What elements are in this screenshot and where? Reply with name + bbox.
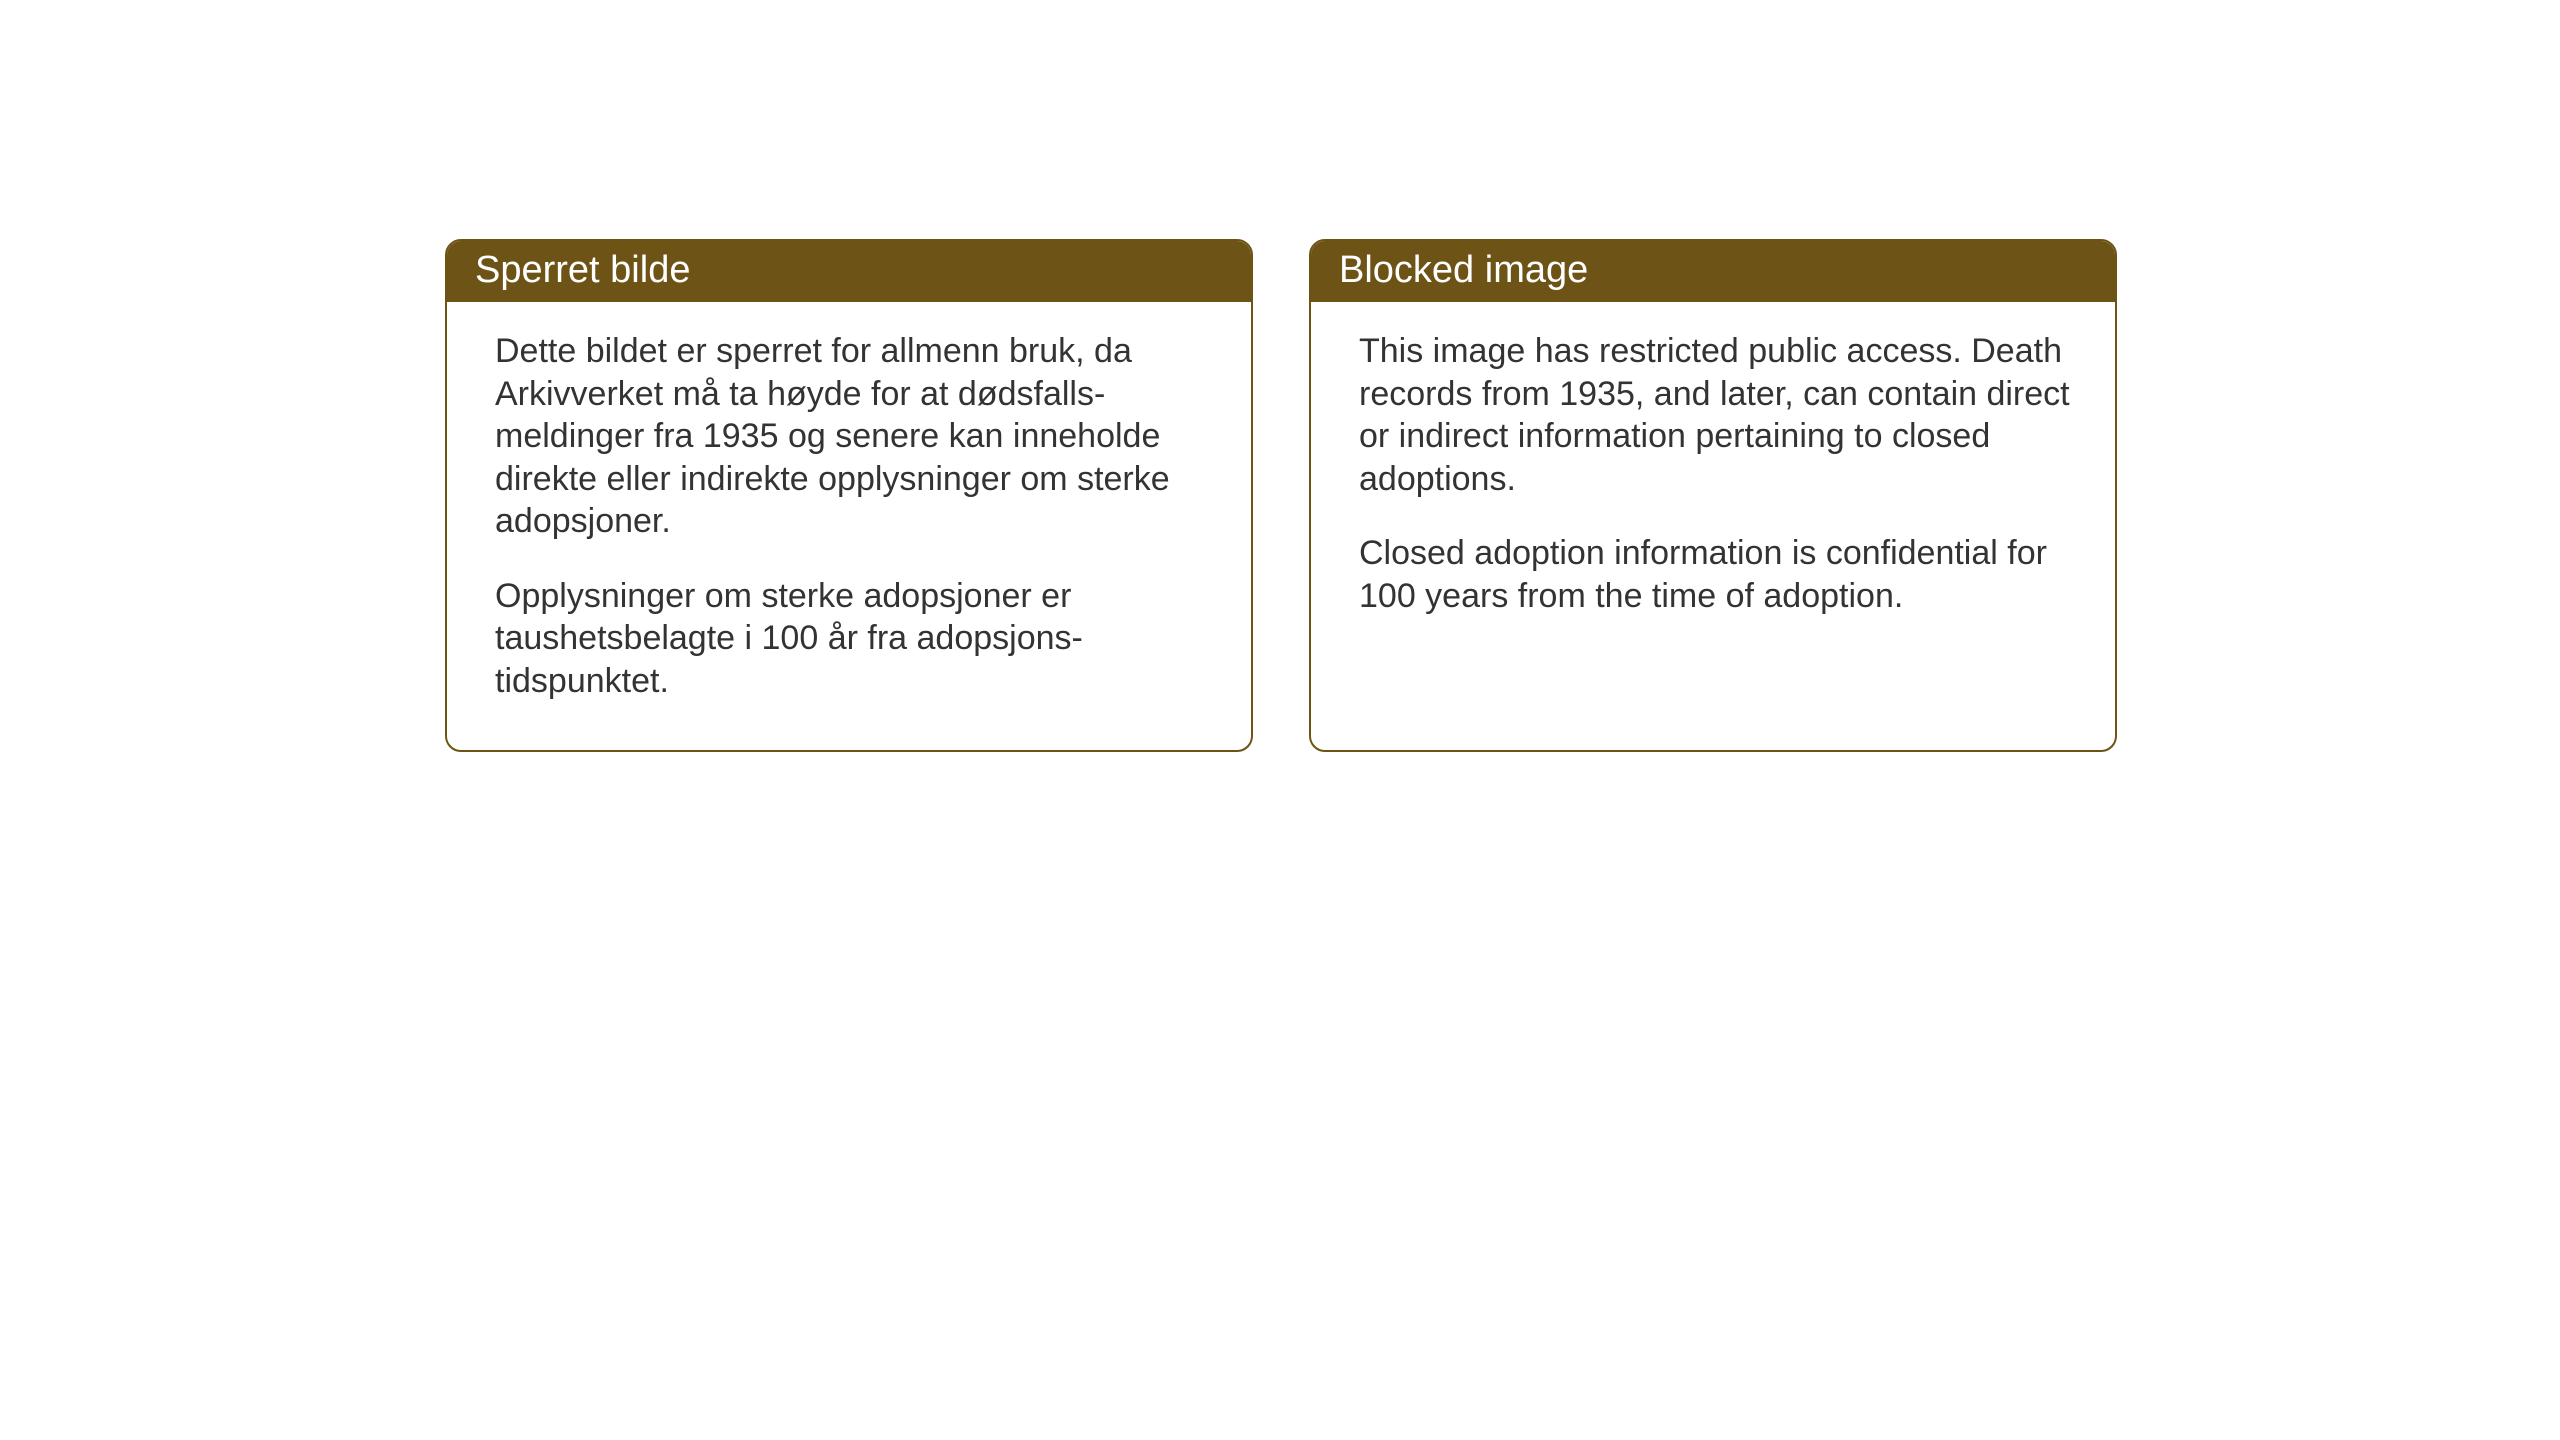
- notice-container: Sperret bilde Dette bildet er sperret fo…: [445, 239, 2117, 752]
- notice-paragraph: Closed adoption information is confident…: [1359, 532, 2075, 617]
- notice-header-norwegian: Sperret bilde: [447, 241, 1251, 302]
- notice-body-english: This image has restricted public access.…: [1311, 302, 2115, 665]
- notice-card-english: Blocked image This image has restricted …: [1309, 239, 2117, 752]
- notice-card-norwegian: Sperret bilde Dette bildet er sperret fo…: [445, 239, 1253, 752]
- notice-paragraph: Dette bildet er sperret for allmenn bruk…: [495, 330, 1211, 543]
- notice-body-norwegian: Dette bildet er sperret for allmenn bruk…: [447, 302, 1251, 750]
- notice-paragraph: This image has restricted public access.…: [1359, 330, 2075, 500]
- notice-header-english: Blocked image: [1311, 241, 2115, 302]
- notice-paragraph: Opplysninger om sterke adopsjoner er tau…: [495, 575, 1211, 703]
